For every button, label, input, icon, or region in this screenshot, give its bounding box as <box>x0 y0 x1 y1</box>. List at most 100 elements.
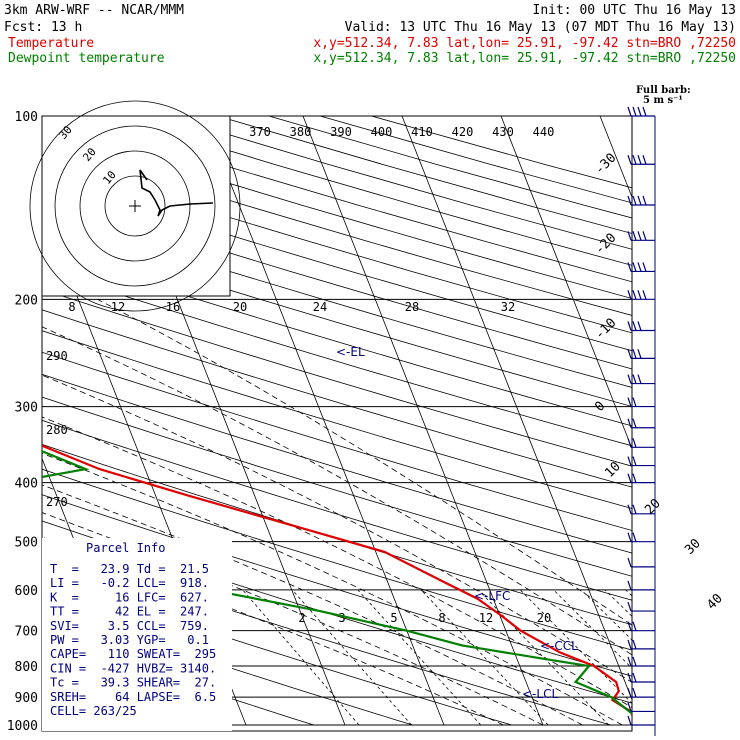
theta-left-label-270: 270 <box>46 495 68 509</box>
theta-label-430: 430 <box>492 125 514 139</box>
pressure-label-400: 400 <box>15 477 38 492</box>
parcel-info-row: T = 23.9 Td = 21.5 <box>50 562 209 576</box>
valid-time: Valid: 13 UTC Thu 16 May 13 (07 MDT Thu … <box>345 20 736 35</box>
pressure-label-1000: 1000 <box>7 719 38 734</box>
parcel-info-title: Parcel Info <box>86 541 165 555</box>
wind-barb <box>627 290 655 300</box>
wind-barb <box>627 621 655 632</box>
theta-label-380: 380 <box>290 125 312 139</box>
dry-adiabat-550 <box>319 116 632 204</box>
dry-adiabat-350 <box>42 396 632 577</box>
temperature-profile <box>42 444 632 718</box>
wind-barb <box>627 195 655 206</box>
wind-barb <box>627 557 655 568</box>
parcel-info-row: CIN = -427 HVBZ= 3140. <box>50 661 216 675</box>
isotherm-30 <box>500 116 632 450</box>
dry-adiabat-280 <box>42 575 512 726</box>
model-title: 3km ARW-WRF -- NCAR/MMM <box>4 3 184 18</box>
parcel-info-row: SVI= 3.5 CCL= 759. <box>50 619 209 633</box>
mixing-ratio-24 <box>580 589 632 641</box>
wind-barb <box>627 656 655 667</box>
mixing-ratio-label-3: 3 <box>338 611 345 625</box>
wind-barb <box>627 397 655 408</box>
parcel-info-row: PW = 3.03 YGP= 0.1 <box>50 633 209 647</box>
wind-barb <box>627 639 655 650</box>
wind-barb <box>627 262 655 273</box>
wind-barb <box>627 687 655 698</box>
mixing-ratio-32 <box>625 589 632 597</box>
wind-barb <box>627 504 655 515</box>
wind-barb <box>627 580 655 591</box>
dry-adiabat-340 <box>42 419 632 601</box>
speed-axis-label-20: 20 <box>233 300 247 314</box>
wind-barb <box>627 155 655 165</box>
theta-label-420: 420 <box>452 125 474 139</box>
dry-adiabat-390 <box>42 309 632 488</box>
theta-label-410: 410 <box>411 125 433 139</box>
barb-legend-value: 5 m s⁻¹ <box>643 95 683 106</box>
wind-barb <box>627 374 655 385</box>
dry-adiabat-560 <box>371 116 632 189</box>
theta-label-390: 390 <box>330 125 352 139</box>
pressure-label-600: 600 <box>15 584 38 599</box>
isotherm-label--20: -20 <box>592 231 619 258</box>
parcel-info-row: Tc = 39.3 SHEAR= 27. <box>50 676 216 690</box>
chart-labels: -80-70-60-50-40-30-20-100102030403703803… <box>46 125 726 625</box>
wind-barb <box>627 456 655 467</box>
ccl-marker: <-CCL <box>540 639 578 653</box>
speed-axis-label-16: 16 <box>166 300 180 314</box>
isotherm-20 <box>401 116 632 701</box>
dry-adiabat-420 <box>42 249 632 427</box>
wind-barb <box>627 532 655 543</box>
el-marker: <-EL <box>336 345 365 359</box>
hodograph-ring-1 <box>79 150 191 262</box>
mixing-ratio-28 <box>604 589 632 617</box>
speed-axis-label-8: 8 <box>68 300 75 314</box>
theta-left-label-290: 290 <box>46 349 68 363</box>
mixing-ratio-label-12: 12 <box>479 611 493 625</box>
parcel-info-row: K = 16 LFC= 627. <box>50 590 209 604</box>
hodograph-ring-2 <box>54 125 216 287</box>
isotherm-label--10: -10 <box>592 316 619 343</box>
wind-barb <box>627 601 655 612</box>
pressure-label-200: 200 <box>15 293 38 308</box>
mixing-ratio-label-5: 5 <box>390 611 397 625</box>
dry-adiabat-440 <box>42 211 632 388</box>
hodograph-trace <box>139 169 214 217</box>
barb-legend-title: Full barb: <box>636 85 691 96</box>
wind-barb <box>627 106 655 117</box>
theta-label-440: 440 <box>533 125 555 139</box>
temperature-legend-info: x,y=512.34, 7.83 lat,lon= 25.91, -97.42 … <box>313 36 736 51</box>
mixing-ratio-label-20: 20 <box>537 611 551 625</box>
speed-axis-label-32: 32 <box>501 300 515 314</box>
lfc-marker: <-LFC <box>474 589 510 603</box>
hodograph-ring-3 <box>29 100 241 312</box>
dry-adiabat-450 <box>42 193 632 370</box>
temperature-legend-label: Temperature <box>8 36 94 51</box>
dewpoint-legend-info: x,y=512.34, 7.83 lat,lon= 25.91, -97.42 … <box>313 51 736 66</box>
dry-adiabat-410 <box>42 269 632 447</box>
pressure-label-700: 700 <box>15 625 38 640</box>
isotherm-0 <box>203 116 445 726</box>
mixing-ratio-label-8: 8 <box>438 611 445 625</box>
isotherm-label-10: 10 <box>602 459 624 481</box>
parcel-info-row: CELL= 263/25 <box>50 704 137 718</box>
isotherm-10 <box>302 116 544 726</box>
mixing-ratio-8 <box>420 589 549 726</box>
pressure-label-100: 100 <box>15 110 38 125</box>
isotherm-label-30: 30 <box>682 536 704 558</box>
dry-adiabat-370 <box>42 351 632 531</box>
forecast-hour: Fcst: 13 h <box>4 20 82 35</box>
dry-adiabat-320 <box>42 468 632 651</box>
isotherm-label-40: 40 <box>704 591 726 613</box>
speed-axis-label-28: 28 <box>405 300 419 314</box>
wind-barb-column <box>627 106 656 736</box>
wind-barb <box>627 702 655 713</box>
dry-adiabat-400 <box>42 288 632 467</box>
lcl-marker: <-LCL <box>522 687 558 701</box>
speed-axis-label-24: 24 <box>313 300 327 314</box>
parcel-info-row: LI = -0.2 LCL= 918. <box>50 576 209 590</box>
moist-adiabat-22 <box>42 416 632 708</box>
dry-adiabat-310 <box>42 494 632 677</box>
